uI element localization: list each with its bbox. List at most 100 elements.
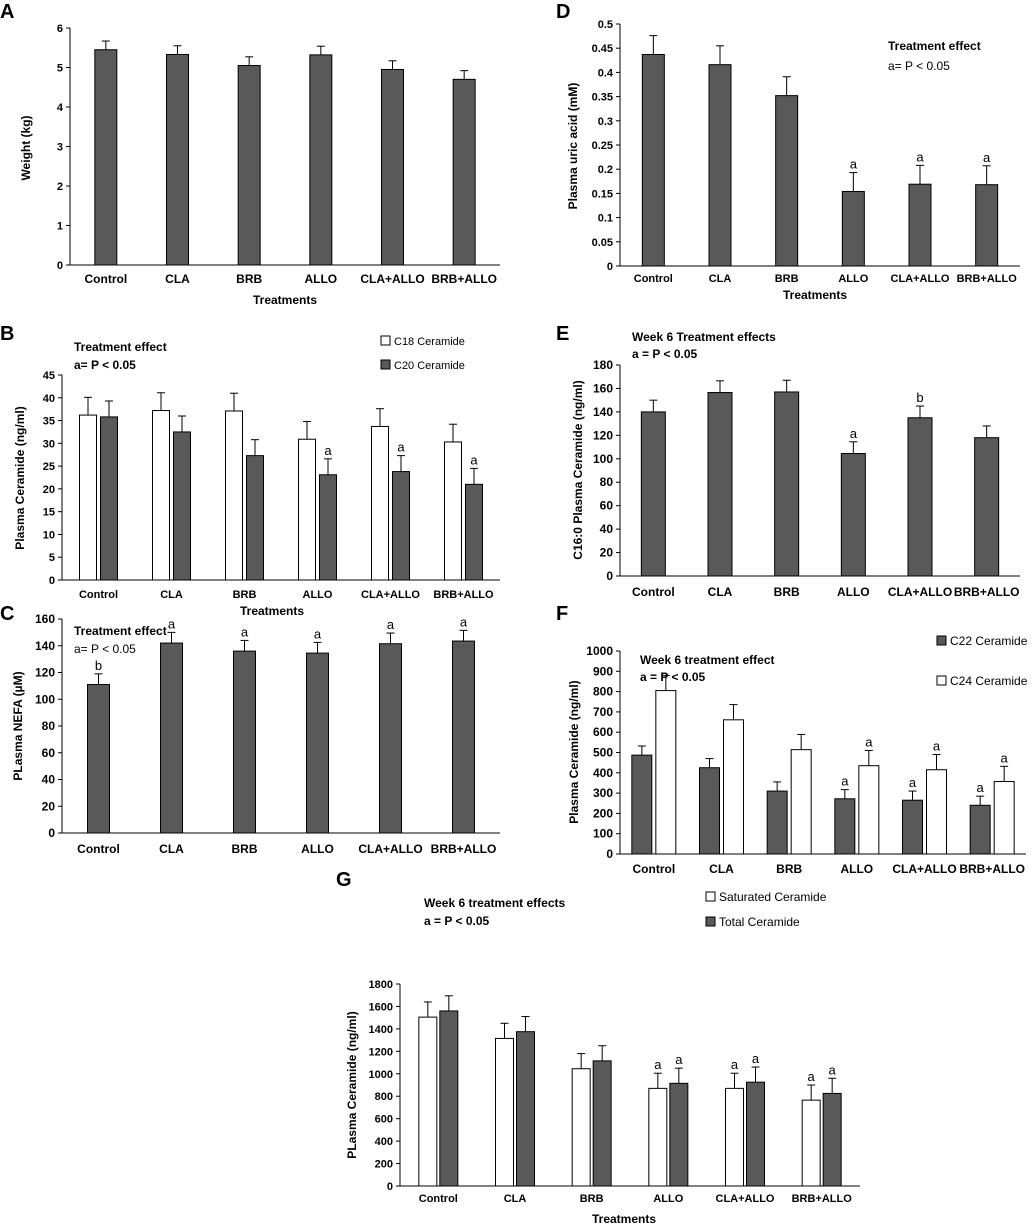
category-label: CLA [504,1193,527,1205]
legend-swatch [936,675,947,686]
legend-swatch [705,916,716,927]
bar [725,1087,744,1187]
bar [766,790,788,855]
y-tick-label: 0.2 [598,164,613,176]
y-tick-label: 60 [42,746,56,760]
y-tick-label: 0.15 [592,188,613,200]
y-tick-label: 5 [49,552,55,564]
significance-label: a [916,149,924,164]
y-tick-label: 1600 [369,1001,393,1013]
significance-label: a [1001,750,1009,765]
y-axis-label: Weight (kg) [19,115,33,180]
category-label: CLA [709,862,734,876]
y-tick-label: 0 [607,261,613,273]
significance-label: a [983,150,991,165]
y-tick-label: 100 [35,692,55,706]
significance-label: a [324,443,332,458]
significance-label: a [168,616,176,631]
significance-label: a [977,780,985,795]
bar [79,414,97,581]
panel-g: G 0 200 400 600 800 1000 1200 1400 1600 1800 PLasma… [336,869,860,1226]
y-tick-label: 0.05 [592,237,613,249]
y-tick-label: 0.4 [598,67,614,79]
y-tick-label: 20 [600,546,614,560]
category-label: ALLO [301,842,334,856]
annotation: Treatment effect [888,39,981,53]
bar [319,474,337,581]
significance-label: b [916,390,923,405]
bar [669,1082,689,1187]
category-label: Control [85,272,128,286]
bar [969,804,991,855]
y-tick-label: 600 [593,725,613,739]
panel-letter: A [0,1,14,23]
category-label: ALLO [653,1193,683,1205]
bar [902,799,923,855]
y-tick-label: 140 [593,405,613,419]
y-tick-label: 1 [57,221,63,233]
x-axis-label: Treatments [253,293,317,307]
significance-label: b [95,658,102,673]
significance-label: a [731,1057,739,1072]
y-tick-label: 15 [43,507,55,519]
bar [439,1010,459,1187]
bar [495,1037,514,1187]
category-label: CLA [160,589,183,601]
bar [640,411,666,577]
legend-swatch [380,335,391,346]
bar [452,640,475,834]
category-label: Control [419,1193,458,1205]
bar [418,1016,438,1187]
panel-d: D 0 0.05 0.1 0.15 0.2 0.25 0.3 0.35 0.4 0.45 0.5 Pla… [556,1,1020,302]
panel-letter: C [0,603,14,625]
category-label: CLA+ALLO [891,273,950,285]
category-label: CLA+ALLO [892,862,956,876]
category-label: BRB+ALLO [433,589,494,601]
category-label: CLA+ALLO [716,1193,775,1205]
y-tick-label: 0 [606,847,613,861]
category-label: ALLO [840,862,873,876]
category-label: CLA [708,585,733,599]
bar [822,1092,842,1187]
bar [225,410,243,581]
category-label: Control [77,842,120,856]
y-tick-label: 20 [42,799,56,813]
y-tick-label: 4 [57,102,64,114]
y-axis-label: PLasma NEFA (µM) [11,671,25,780]
y-tick-label: 1200 [369,1046,393,1058]
y-tick-label: 100 [593,827,613,841]
bar [723,719,744,855]
y-tick-label: 1400 [369,1024,393,1036]
bar [648,1087,668,1187]
bar [306,652,329,834]
panel-a: A 0 1 2 3 4 5 6 Weight (kg) Treatments Control CLA B… [0,1,500,307]
annotation: a= P < 0.05 [888,59,950,73]
y-tick-label: 0 [48,826,55,840]
panel-e: E 0 20 40 60 80 100 120 140 160 180 C16:0 Plasma Ce… [556,323,1020,599]
annotation: a= P < 0.05 [74,642,136,656]
category-label: BRB [233,589,257,601]
category-label: CLA [159,842,184,856]
y-tick-label: 40 [43,393,55,405]
y-tick-label: 0.25 [592,140,613,152]
category-label: CLA+ALLO [358,842,422,856]
y-tick-label: 40 [42,773,56,787]
category-label: BRB [236,272,262,286]
bar [841,190,865,267]
y-tick-label: 3 [57,142,63,154]
category-label: BRB [580,1193,604,1205]
y-tick-label: 400 [593,766,613,780]
bar [465,483,483,581]
y-tick-label: 0.45 [592,43,613,55]
y-tick-label: 500 [593,746,613,760]
x-axis-label: Treatments [592,1212,656,1226]
significance-label: a [397,440,405,455]
bar [152,410,170,581]
panel-letter: B [0,323,14,345]
legend-swatch [380,359,391,370]
y-tick-label: 1000 [369,1069,393,1081]
significance-label: a [933,739,941,754]
annotation: a = P < 0.05 [424,914,489,928]
panel-b: B 0 5 10 15 20 25 30 35 40 45 Plasma Ceramide (ng/m… [0,323,500,618]
bar [452,78,476,266]
